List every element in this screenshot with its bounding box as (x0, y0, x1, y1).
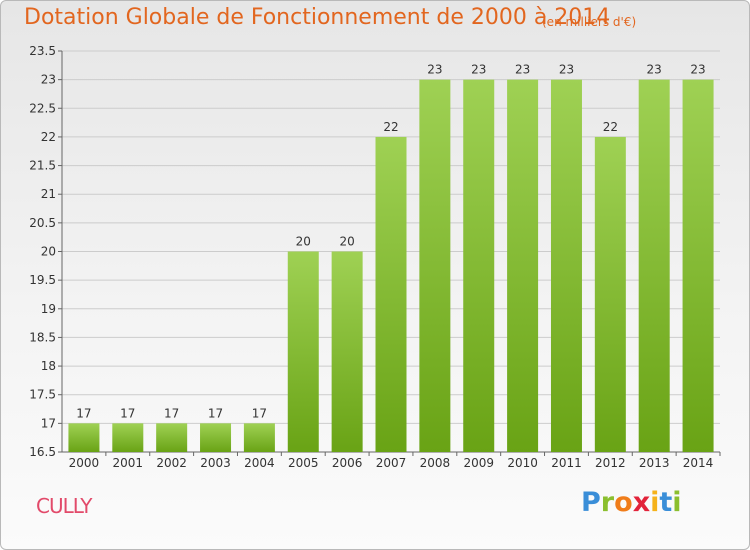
bar (463, 79, 495, 453)
y-tick-label: 22.5 (29, 101, 56, 115)
logo-letter: i (672, 487, 682, 518)
x-tick-label: 2006 (332, 456, 363, 470)
data-label: 17 (252, 406, 267, 420)
bar (68, 423, 100, 452)
y-tick-label: 18.5 (29, 330, 56, 344)
y-tick-label: 22 (41, 130, 56, 144)
logo-letter: P (581, 487, 601, 518)
data-label: 23 (559, 63, 574, 77)
data-labels: 17 17 17 17 17 20 20 22 23 23 23 23 22 23 23 (76, 63, 705, 421)
bar (419, 79, 451, 453)
y-tick-label: 18 (41, 359, 56, 373)
x-tick-label: 2010 (507, 456, 538, 470)
commune-name: CULLY (36, 494, 92, 518)
logo-letter: o (614, 487, 633, 518)
y-tick-label: 21.5 (29, 159, 56, 173)
y-tick-labels: 16.5 17 17.5 18 18.5 19 19.5 20 20.5 21 21.5 22 22.5… (29, 44, 56, 459)
logo-letter: i (650, 487, 660, 518)
data-label: 23 (647, 63, 662, 77)
data-label: 22 (603, 120, 618, 134)
bar (594, 136, 626, 452)
y-tick-label: 20.5 (29, 216, 56, 230)
data-label: 17 (208, 406, 223, 420)
logo-letter: x (632, 487, 651, 518)
data-label: 17 (164, 406, 179, 420)
data-label: 23 (690, 63, 705, 77)
x-tick-label: 2004 (244, 456, 275, 470)
proxiti-logo[interactable]: Proxiti (581, 487, 682, 518)
y-tick-label: 19.5 (29, 273, 56, 287)
y-tick-label: 23.5 (29, 44, 56, 58)
data-label: 17 (120, 406, 135, 420)
bar (200, 423, 232, 452)
bars (68, 79, 714, 453)
logo-letter: t (659, 487, 673, 518)
x-tick-label: 2005 (288, 456, 319, 470)
x-tick-label: 2003 (200, 456, 231, 470)
data-label: 23 (427, 63, 442, 77)
x-tick-label: 2002 (156, 456, 187, 470)
y-tick-label: 17 (41, 416, 56, 430)
x-tick-label: 2009 (463, 456, 494, 470)
chart-subtitle: (en milliers d'€) (542, 15, 637, 29)
x-tick-labels: 2000 2001 2002 2003 2004 2005 2006 2007 2008 2009… (69, 456, 714, 470)
bar (112, 423, 144, 452)
x-tick-label: 2012 (595, 456, 626, 470)
x-tick-label: 2001 (113, 456, 144, 470)
data-label: 17 (76, 406, 91, 420)
chart-title: Dotation Globale de Fonctionnement de 20… (24, 5, 611, 30)
x-tick-label: 2007 (376, 456, 407, 470)
bar (331, 251, 363, 452)
data-label: 20 (296, 235, 311, 249)
x-tick-label: 2008 (420, 456, 451, 470)
y-tick-label: 23 (41, 73, 56, 87)
bar (550, 79, 582, 453)
y-tick-label: 21 (41, 187, 56, 201)
bar (638, 79, 670, 453)
y-tick-label: 19 (41, 302, 56, 316)
logo-letter: r (600, 487, 615, 518)
bar (507, 79, 539, 453)
x-tick-label: 2013 (639, 456, 670, 470)
bar (682, 79, 714, 453)
bar (375, 136, 407, 452)
data-label: 23 (515, 63, 530, 77)
data-label: 22 (383, 120, 398, 134)
x-tick-label: 2014 (683, 456, 714, 470)
x-tick-label: 2011 (551, 456, 582, 470)
x-tick-label: 2000 (69, 456, 100, 470)
y-tick-label: 17.5 (29, 388, 56, 402)
bar (156, 423, 188, 452)
y-tick-label: 20 (41, 245, 56, 259)
bar (243, 423, 275, 452)
y-tick-label: 16.5 (29, 445, 56, 459)
bar (287, 251, 319, 452)
data-label: 20 (339, 235, 354, 249)
data-label: 23 (471, 63, 486, 77)
